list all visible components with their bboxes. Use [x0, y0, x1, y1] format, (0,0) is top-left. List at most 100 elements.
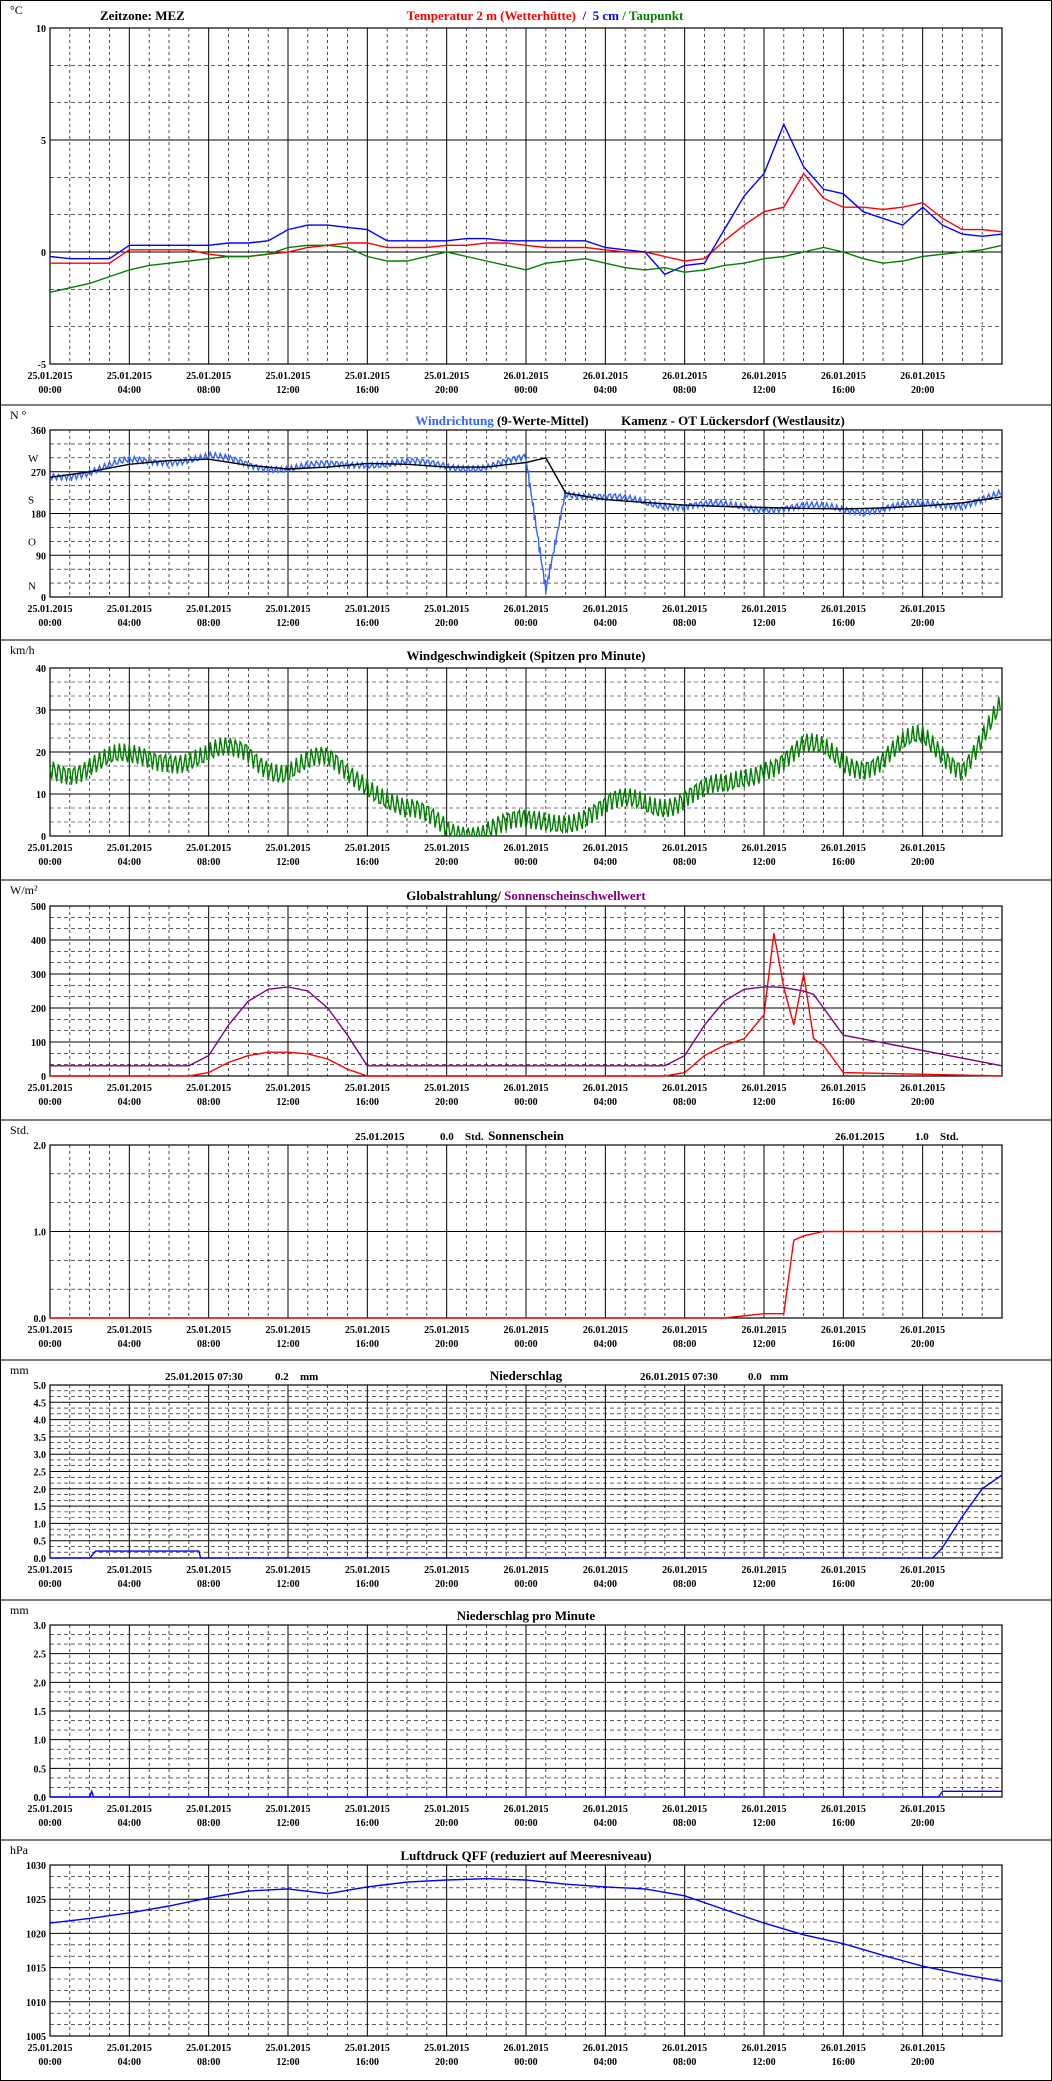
- x-tick-time: 16:00: [356, 857, 379, 868]
- x-tick-time: 16:00: [832, 618, 855, 629]
- x-tick-time: 20:00: [911, 1818, 934, 1829]
- y-tick-label: 5: [41, 136, 46, 147]
- header-left-unit: Std.: [465, 1131, 484, 1143]
- x-tick-date: 26.01.2015: [900, 371, 945, 382]
- x-tick-time: 12:00: [276, 2057, 299, 2068]
- x-tick-time: 16:00: [356, 1579, 379, 1590]
- y-tick-label: 2.0: [34, 1141, 47, 1152]
- x-tick-date: 26.01.2015: [583, 604, 628, 615]
- unit-label: hPa: [10, 1843, 29, 1857]
- x-tick-date: 26.01.2015: [742, 604, 787, 615]
- x-tick-time: 20:00: [911, 1097, 934, 1108]
- x-tick-time: 00:00: [514, 1097, 537, 1108]
- x-tick-time: 00:00: [38, 1339, 61, 1350]
- x-tick-time: 00:00: [38, 1579, 61, 1590]
- x-tick-time: 04:00: [118, 1339, 141, 1350]
- x-tick-date: 26.01.2015: [821, 1565, 866, 1576]
- y-tick-label: 1.5: [34, 1707, 47, 1718]
- x-tick-date: 26.01.2015: [742, 2043, 787, 2054]
- x-tick-date: 25.01.2015: [28, 1565, 73, 1576]
- x-tick-date: 26.01.2015: [504, 2043, 549, 2054]
- x-tick-time: 12:00: [752, 857, 775, 868]
- x-tick-time: 08:00: [197, 2057, 220, 2068]
- title-part: Taupunkt: [629, 8, 684, 23]
- y-tick-label: 10: [36, 24, 46, 35]
- x-tick-time: 12:00: [752, 1579, 775, 1590]
- x-tick-date: 26.01.2015: [504, 1083, 549, 1094]
- x-tick-time: 20:00: [435, 2057, 458, 2068]
- x-tick-time: 04:00: [118, 857, 141, 868]
- x-tick-time: 20:00: [911, 1339, 934, 1350]
- y-tick-label: 0: [41, 248, 46, 259]
- x-tick-date: 26.01.2015: [504, 1325, 549, 1336]
- y-tick-label: 3.5: [34, 1433, 47, 1444]
- x-tick-date: 25.01.2015: [266, 371, 311, 382]
- x-tick-date: 25.01.2015: [28, 2043, 73, 2054]
- x-tick-time: 04:00: [594, 1097, 617, 1108]
- x-tick-date: 25.01.2015: [345, 1083, 390, 1094]
- unit-label: mm: [10, 1603, 29, 1617]
- x-tick-date: 26.01.2015: [662, 1083, 707, 1094]
- title-part: Kamenz - OT Lückersdorf (Westlausitz): [589, 413, 845, 428]
- title-part: Globalstrahlung/: [406, 888, 504, 903]
- x-tick-date: 25.01.2015: [345, 1325, 390, 1336]
- x-tick-date: 26.01.2015: [662, 2043, 707, 2054]
- x-tick-time: 12:00: [752, 1818, 775, 1829]
- header-right-unit: Std.: [940, 1131, 959, 1143]
- x-tick-time: 08:00: [197, 618, 220, 629]
- plot-area: [49, 429, 1003, 598]
- title-part: Sonnenschein: [488, 1128, 565, 1143]
- y-tick-label: 90: [36, 551, 46, 562]
- x-tick-time: 20:00: [435, 385, 458, 396]
- x-tick-date: 25.01.2015: [345, 604, 390, 615]
- x-tick-time: 16:00: [356, 2057, 379, 2068]
- title-part: Niederschlag: [490, 1368, 563, 1383]
- x-tick-date: 25.01.2015: [28, 1083, 73, 1094]
- x-tick-date: 25.01.2015: [424, 1083, 469, 1094]
- x-tick-date: 25.01.2015: [424, 1804, 469, 1815]
- y-tick-label: 20: [36, 748, 46, 759]
- x-tick-time: 16:00: [356, 385, 379, 396]
- x-tick-time: 20:00: [435, 1339, 458, 1350]
- x-tick-date: 26.01.2015: [821, 1083, 866, 1094]
- chart-title: Globalstrahlung/ Sonnenscheinschwellwert: [406, 888, 646, 903]
- header-right-date: 26.01.2015 07:30: [640, 1371, 718, 1383]
- x-tick-date: 25.01.2015: [266, 1325, 311, 1336]
- x-tick-time: 04:00: [594, 1818, 617, 1829]
- title-part: Luftdruck QFF (reduziert auf Meeresnivea…: [400, 1848, 651, 1863]
- header-left-value: 0.2: [275, 1371, 289, 1383]
- plot-area: [49, 667, 1003, 837]
- x-tick-date: 25.01.2015: [345, 843, 390, 854]
- precipitation-panel: 5.0 4.5 4.0 3.5 3.0 2.5 2.0 1.5 1.0 0.5 0.0 mm Niede…: [0, 1359, 1052, 1590]
- x-tick-time: 20:00: [435, 1579, 458, 1590]
- x-tick-time: 04:00: [118, 2057, 141, 2068]
- x-tick-date: 26.01.2015: [504, 1565, 549, 1576]
- y-tick-label: 0: [41, 593, 46, 604]
- x-tick-date: 26.01.2015: [900, 843, 945, 854]
- x-tick-time: 16:00: [832, 1818, 855, 1829]
- chart-title: Niederschlag: [490, 1368, 563, 1383]
- unit-label: W/m²: [10, 883, 38, 897]
- x-tick-date: 26.01.2015: [504, 604, 549, 615]
- y-tick-label: 1.5: [34, 1502, 47, 1513]
- x-tick-time: 08:00: [673, 2057, 696, 2068]
- x-tick-date: 25.01.2015: [107, 1083, 152, 1094]
- x-tick-time: 08:00: [197, 1579, 220, 1590]
- x-tick-date: 26.01.2015: [900, 1083, 945, 1094]
- y-tick-label: 270: [31, 468, 46, 479]
- y-tick-label: 1015: [26, 1964, 46, 1975]
- x-tick-date: 25.01.2015: [186, 604, 231, 615]
- wind-speed-panel: 40 30 20 10 0 km/h Windgeschwindigkeit (Spitze…: [0, 639, 1052, 868]
- series-line-sonnenscheinschwellwert: [50, 986, 1003, 1067]
- x-tick-time: 00:00: [514, 1818, 537, 1829]
- chart-title: Niederschlag pro Minute: [457, 1608, 596, 1623]
- series-line-windgeschwindigkeit: [49, 696, 1003, 839]
- x-tick-date: 26.01.2015: [662, 371, 707, 382]
- x-tick-date: 26.01.2015: [900, 1565, 945, 1576]
- precipitation-minute-panel: 3.0 2.5 2.0 1.5 1.0 0.5 0.0 mm Niederschlag pro …: [0, 1599, 1052, 1829]
- x-tick-date: 25.01.2015: [28, 1325, 73, 1336]
- pressure-panel: 1030 1025 1020 1015 1010 1005 hPa Luftdruck QFF…: [0, 1839, 1052, 2068]
- series-line-temperatur-2-m-wetterh-tte-: [50, 172, 1003, 264]
- x-tick-time: 04:00: [118, 618, 141, 629]
